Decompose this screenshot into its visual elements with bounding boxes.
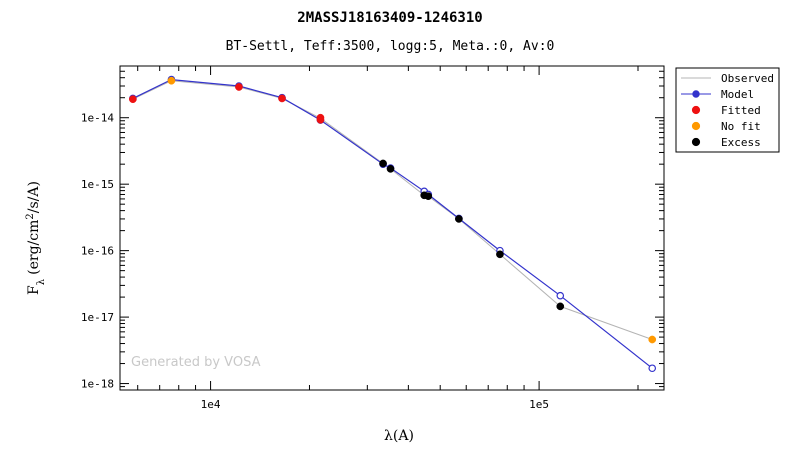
model-series-line — [132, 78, 653, 369]
fitted-point — [235, 83, 243, 91]
y-axis-label-main: F — [26, 285, 42, 295]
y-axis-label-sup: 2 — [25, 213, 36, 219]
excess-point — [455, 215, 463, 223]
excess-point — [386, 165, 395, 173]
plot-frame — [119, 65, 665, 391]
y-tick-label: 1e-14 — [81, 112, 114, 125]
y-tick-label: 1e-16 — [81, 245, 114, 258]
y-axis-label-pre: (erg/cm — [26, 220, 42, 275]
y-tick-label: 1e-17 — [81, 311, 114, 324]
excess-point — [496, 250, 504, 259]
excess-point — [556, 302, 565, 311]
legend-label: Observed — [721, 72, 774, 85]
nofit-point — [648, 335, 657, 344]
plot-area — [129, 75, 657, 373]
legend-swatch-marker — [691, 121, 701, 131]
fitted-point — [278, 94, 286, 103]
chart-title: 2MASSJ18163409-1246310 — [297, 10, 482, 26]
legend: Observed Model Fitted No fit Excess — [675, 67, 780, 153]
observed-series-line — [132, 80, 653, 340]
y-axis-label: Fλ (erg/cm2/s/A) — [25, 181, 47, 295]
model-point — [648, 364, 657, 373]
excess-point — [424, 192, 433, 201]
legend-label: Model — [721, 88, 754, 101]
x-tick-label: 1e4 — [201, 398, 221, 411]
nofit-point — [167, 76, 176, 85]
legend-swatch-marker — [691, 137, 701, 147]
svg-text:Fλ(erg/cm2/s/A): Fλ (erg/cm2/s/A) — [25, 181, 47, 295]
legend-label: Excess — [721, 136, 761, 149]
y-axis-label-post: /s/A) — [26, 181, 42, 213]
legend-label: No fit — [721, 120, 761, 133]
x-axis-label: λ(A) — [384, 428, 414, 444]
fitted-point — [316, 115, 325, 124]
fitted-point — [129, 95, 137, 104]
chart-subtitle: BT-Settl, Teff:3500, logg:5, Meta.:0, Av… — [226, 39, 555, 54]
axes: 1e4 1e5 1e-14 1e-15 1e-16 1e-17 1e-18 — [81, 65, 665, 411]
legend-swatch-marker — [691, 105, 701, 115]
y-tick-label: 1e-15 — [81, 178, 114, 191]
x-tick-label: 1e5 — [529, 398, 549, 411]
excess-point — [379, 159, 387, 168]
watermark-text: Generated by VOSA — [131, 355, 261, 370]
y-axis-label-sub: λ — [36, 278, 47, 285]
legend-label: Fitted — [721, 104, 761, 117]
legend-swatch-marker — [692, 90, 700, 98]
model-point — [556, 291, 565, 300]
y-tick-label: 1e-18 — [81, 378, 114, 391]
